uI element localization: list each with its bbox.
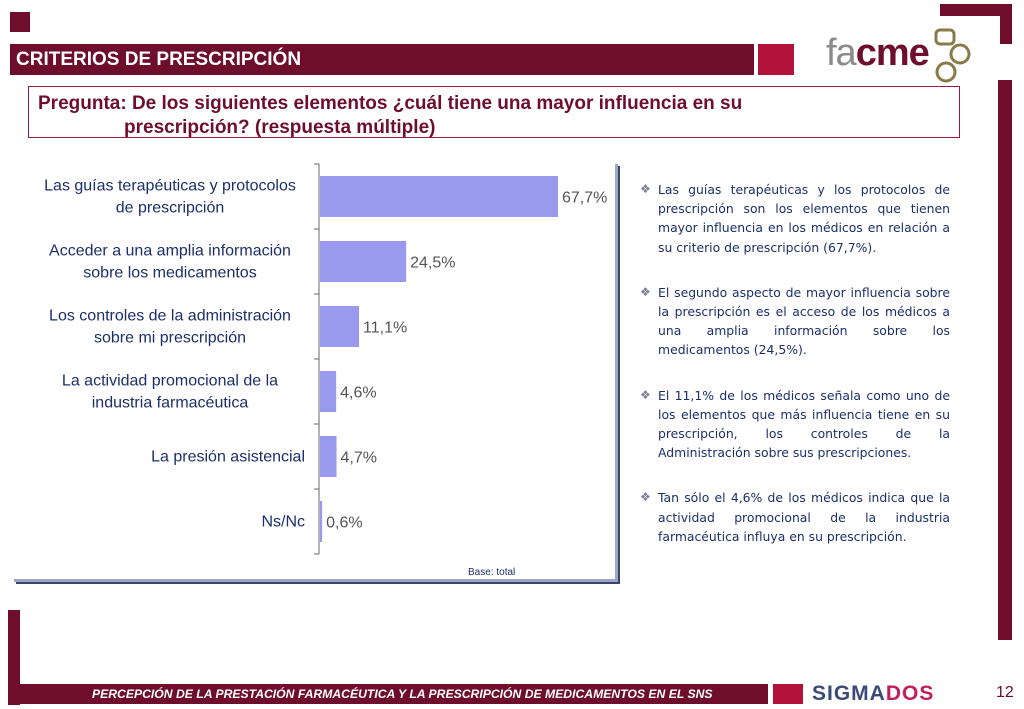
category-label: Acceder a una amplia información (49, 243, 291, 260)
bar-value-label: 11,1% (363, 320, 407, 337)
question-line-1: Pregunta: De los siguientes elementos ¿c… (38, 93, 743, 114)
facme-logo: facme (826, 28, 976, 84)
category-label: sobre los medicamentos (83, 265, 256, 282)
sigmados-logo: SIGMADOS (812, 682, 935, 705)
category-label: industria farmacéutica (92, 395, 249, 412)
bar-value-label: 0,6% (326, 515, 362, 532)
category-label: La actividad promocional de la (62, 373, 278, 390)
bar-value-label: 24,5% (410, 255, 455, 272)
top-left-square (10, 12, 30, 32)
comment-bullet: ❖ El segundo aspecto de mayor influencia … (640, 283, 950, 360)
comment-bullet: ❖ El 11,1% de los médicos señala como uno… (640, 386, 950, 463)
diamond-bullet-icon: ❖ (640, 182, 651, 196)
bar (320, 306, 360, 347)
bar-chart: 67,7% Las guías terapéuticas y protocolos… (44, 163, 607, 555)
bar (320, 371, 337, 412)
chart-base-note: Base: total (468, 567, 516, 578)
bottom-left-corner-h (8, 684, 88, 704)
comment-text: Las guías terapéuticas y los protocolos … (658, 182, 950, 255)
top-right-corner-v (1000, 4, 1012, 44)
chart-frame (14, 164, 618, 582)
category-label: sobre mi prescripción (94, 330, 246, 347)
bar-value-label: 4,7% (341, 450, 377, 467)
footer-red-block (773, 684, 803, 704)
right-vertical-bar (998, 80, 1012, 640)
comment-text: Tan sólo el 4,6% de los médicos indica q… (658, 490, 950, 544)
diamond-bullet-icon: ❖ (640, 284, 651, 299)
bar (320, 436, 337, 477)
question-box: Pregunta: De los siguientes elementos ¿c… (28, 86, 960, 138)
footer-title: PERCEPCIÓN DE LA PRESTACIÓN FARMACÉUTICA… (88, 684, 768, 704)
question-line-2: prescripción? (respuesta múltiple) (124, 117, 436, 138)
bar (320, 241, 407, 282)
category-label: de prescripción (116, 200, 225, 217)
page-number: 12 (996, 684, 1014, 701)
comment-bullet: ❖ Las guías terapéuticas y los protocolos… (640, 180, 950, 257)
comment-bullet: ❖ Tan sólo el 4,6% de los médicos indica … (640, 488, 950, 546)
diamond-bullet-icon: ❖ (640, 387, 651, 402)
category-label: Ns/Nc (261, 514, 305, 531)
diamond-bullet-icon: ❖ (640, 490, 651, 505)
bar (320, 501, 323, 542)
category-label: La presión asistencial (151, 449, 305, 466)
bar-value-label: 4,6% (340, 385, 376, 402)
comments-panel: ❖ Las guías terapéuticas y los protocolos… (640, 180, 950, 572)
page-title: CRITERIOS DE PRESCRIPCIÓN (10, 44, 754, 75)
comment-text: El segundo aspecto de mayor influencia s… (658, 284, 950, 358)
category-label: Las guías terapéuticas y protocolos (44, 178, 296, 195)
top-right-corner-h (940, 4, 1012, 16)
comment-text: El 11,1% de los médicos señala como uno … (658, 387, 950, 461)
bottom-left-corner-v (8, 610, 20, 705)
bar (320, 176, 558, 217)
category-label: Los controles de la administración (49, 308, 291, 325)
header-red-block (758, 44, 794, 75)
bar-value-label: 67,7% (562, 190, 607, 207)
